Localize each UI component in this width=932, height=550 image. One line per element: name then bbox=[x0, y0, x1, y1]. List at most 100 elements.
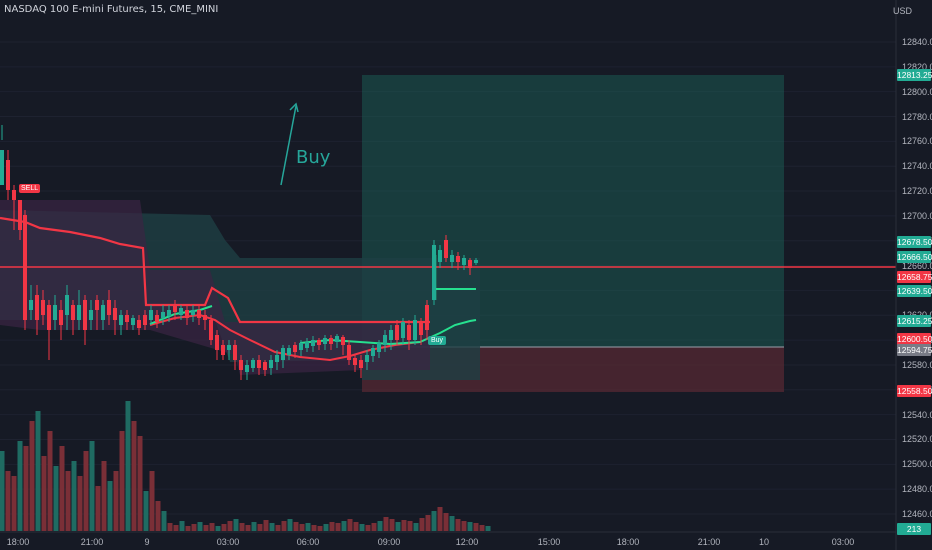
volume-bar bbox=[395, 522, 401, 531]
candle-body bbox=[221, 345, 225, 355]
volume-bar bbox=[287, 519, 293, 531]
candle-body bbox=[377, 343, 381, 352]
price-tag: 12600.50 bbox=[897, 333, 932, 345]
time-axis-label: 9 bbox=[144, 537, 150, 547]
candle-body bbox=[474, 260, 478, 263]
volume-bar bbox=[329, 522, 335, 531]
volume-bar bbox=[365, 525, 371, 531]
candle-body bbox=[293, 345, 297, 352]
volume-bar bbox=[383, 517, 389, 531]
volume-bar bbox=[473, 523, 479, 531]
volume-bar bbox=[125, 401, 131, 531]
candle-body bbox=[329, 338, 333, 344]
volume-bar bbox=[29, 421, 35, 531]
candle-body bbox=[41, 300, 45, 315]
volume-bar bbox=[5, 471, 11, 531]
candle-body bbox=[83, 300, 87, 330]
volume-bar bbox=[11, 476, 17, 531]
volume-bar bbox=[449, 516, 455, 531]
volume-bar bbox=[137, 436, 143, 531]
volume-bar bbox=[209, 523, 215, 531]
candle-body bbox=[425, 305, 429, 330]
time-axis-label: 03:00 bbox=[216, 537, 240, 547]
candle-body bbox=[59, 310, 63, 325]
candle-body bbox=[450, 255, 454, 262]
volume-bar bbox=[371, 523, 377, 531]
price-axis-tick: 12840.00 bbox=[902, 37, 932, 47]
price-axis-tick: 12480.00 bbox=[902, 484, 932, 495]
time-axis-label: 12:00 bbox=[455, 537, 479, 547]
time-axis-label: 10 bbox=[758, 537, 770, 547]
volume-bar bbox=[269, 523, 275, 531]
volume-bar bbox=[413, 523, 419, 531]
candle-body bbox=[311, 340, 315, 346]
volume-bar bbox=[53, 466, 59, 531]
candle-body bbox=[191, 310, 195, 315]
volume-bar bbox=[41, 456, 47, 531]
volume-bar bbox=[479, 525, 485, 531]
volume-bar bbox=[233, 519, 239, 531]
symbol-title[interactable]: NASDAQ 100 E-mini Futures, 15, CME_MINI bbox=[4, 4, 219, 15]
candle-body bbox=[155, 315, 159, 322]
volume-bar bbox=[467, 522, 473, 531]
volume-bar bbox=[161, 511, 167, 531]
candle-body bbox=[335, 336, 339, 342]
candle-body bbox=[95, 300, 99, 310]
volume-bar bbox=[131, 421, 137, 531]
buy-arrow bbox=[280, 105, 297, 186]
volume-bar bbox=[389, 519, 395, 531]
candle-body bbox=[149, 310, 153, 320]
candle-body bbox=[131, 318, 135, 325]
volume-bar bbox=[23, 446, 29, 531]
time-axis-label: 15:00 bbox=[537, 537, 561, 547]
price-axis-tick: 12660.00 bbox=[902, 260, 932, 271]
time-axis-label: 03:00 bbox=[831, 537, 855, 547]
volume-bar bbox=[191, 524, 197, 531]
price-axis-tick: 12500.00 bbox=[902, 459, 932, 470]
volume-bar bbox=[461, 521, 467, 531]
volume-bar bbox=[185, 526, 191, 531]
candle-body bbox=[6, 160, 10, 190]
buy-annotation[interactable]: Buy bbox=[296, 147, 331, 168]
candle-body bbox=[23, 215, 27, 320]
volume-bar bbox=[47, 431, 53, 531]
candle-body bbox=[53, 305, 57, 320]
candle-body bbox=[281, 348, 285, 360]
price-axis-tick: 12580.00 bbox=[902, 359, 932, 370]
volume-bar bbox=[257, 524, 263, 531]
volume-bar bbox=[101, 461, 107, 531]
candle-body bbox=[269, 360, 273, 368]
candle-body bbox=[167, 310, 171, 316]
buy-arrow-head bbox=[289, 102, 299, 113]
volume-bar bbox=[221, 524, 227, 531]
volume-bars bbox=[0, 401, 491, 531]
candle-body bbox=[65, 295, 69, 315]
price-tag: 12813.25 bbox=[897, 69, 932, 81]
candle-body bbox=[365, 355, 369, 362]
volume-bar bbox=[275, 525, 281, 531]
candle-body bbox=[0, 150, 4, 185]
volume-bar bbox=[359, 524, 365, 531]
candle-body bbox=[227, 345, 231, 350]
price-tag: 213 bbox=[897, 523, 931, 535]
price-tag: 12666.50 bbox=[897, 251, 932, 263]
time-axis-label: 21:00 bbox=[80, 537, 104, 547]
volume-bar bbox=[0, 451, 5, 531]
candle-body bbox=[323, 338, 327, 344]
volume-bar bbox=[155, 501, 161, 531]
buy-signal-tag: Buy bbox=[428, 336, 447, 345]
candle-body bbox=[341, 337, 345, 345]
candle-body bbox=[317, 340, 321, 345]
price-tag: 12639.50 bbox=[897, 285, 932, 297]
candle-body bbox=[401, 322, 405, 338]
candle-body bbox=[35, 295, 39, 320]
candle-body bbox=[101, 305, 105, 320]
candle-body bbox=[257, 360, 261, 368]
candle-body bbox=[239, 360, 243, 370]
volume-bar bbox=[407, 521, 413, 531]
candle-body bbox=[389, 330, 393, 340]
volume-bar bbox=[455, 519, 461, 531]
price-axis-tick: 12460.00 bbox=[902, 509, 932, 519]
price-axis-tick: 12760.00 bbox=[902, 136, 932, 147]
